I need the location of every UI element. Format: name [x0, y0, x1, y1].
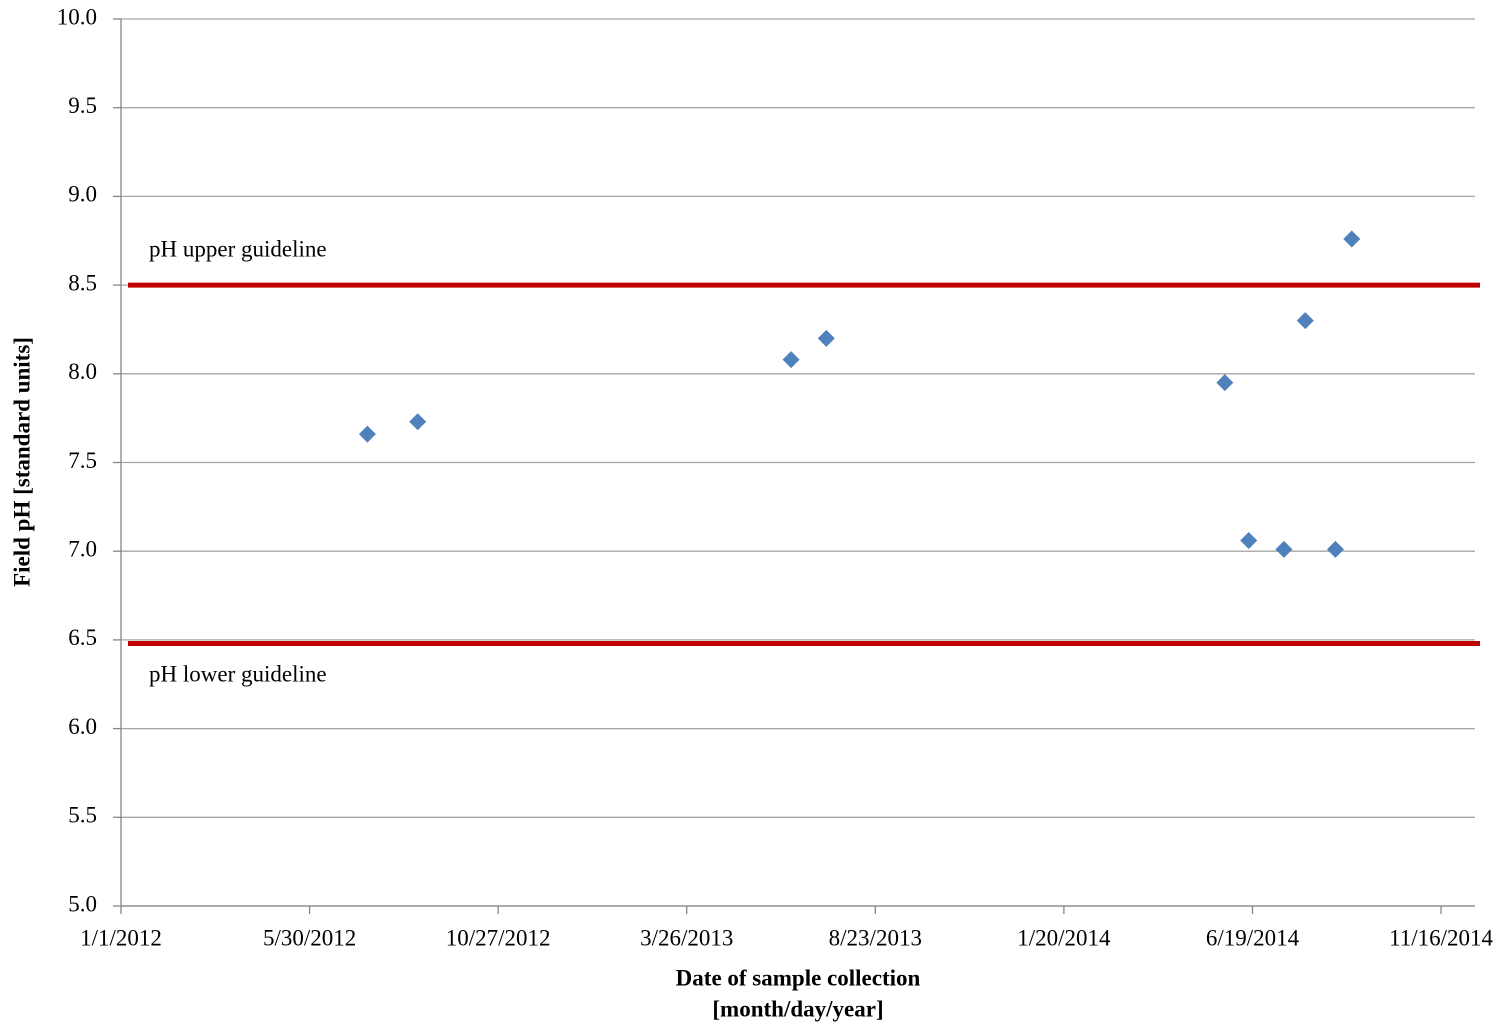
reference-label: pH lower guideline — [149, 662, 327, 687]
data-point — [358, 425, 376, 443]
y-tick-label: 6.0 — [68, 714, 97, 739]
y-tick-label: 7.0 — [68, 536, 97, 561]
x-tick-label: 3/26/2013 — [640, 925, 733, 950]
x-tick-label: 8/23/2013 — [829, 925, 922, 950]
x-tick-label: 6/19/2014 — [1206, 925, 1300, 950]
data-point — [1240, 532, 1258, 550]
y-tick-label: 5.0 — [68, 891, 97, 916]
y-tick-label: 5.5 — [68, 803, 97, 828]
y-tick-label: 9.0 — [68, 182, 97, 207]
reference-label: pH upper guideline — [149, 236, 327, 261]
y-tick-label: 9.5 — [68, 93, 97, 118]
data-point — [817, 329, 835, 347]
x-tick-label: 5/30/2012 — [263, 925, 356, 950]
data-point — [1216, 374, 1234, 392]
y-tick-label: 8.5 — [68, 270, 97, 295]
y-tick-label: 10.0 — [57, 4, 97, 29]
x-axis-title: Date of sample collection — [676, 965, 921, 990]
x-axis-title: [month/day/year] — [712, 996, 883, 1021]
y-axis-title: Field pH [standard units] — [9, 337, 34, 587]
x-tick-label: 1/20/2014 — [1017, 925, 1111, 950]
x-tick-label: 11/16/2014 — [1389, 925, 1493, 950]
x-tick-label: 10/27/2012 — [446, 925, 551, 950]
data-point — [1343, 230, 1361, 248]
x-tick-label: 1/1/2012 — [80, 925, 162, 950]
y-tick-label: 8.0 — [68, 359, 97, 384]
data-point — [1275, 540, 1293, 558]
y-tick-label: 6.5 — [68, 625, 97, 650]
data-point — [409, 413, 427, 431]
y-tick-label: 7.5 — [68, 448, 97, 473]
data-point — [1326, 540, 1344, 558]
data-point — [1296, 312, 1314, 330]
data-point — [782, 351, 800, 369]
